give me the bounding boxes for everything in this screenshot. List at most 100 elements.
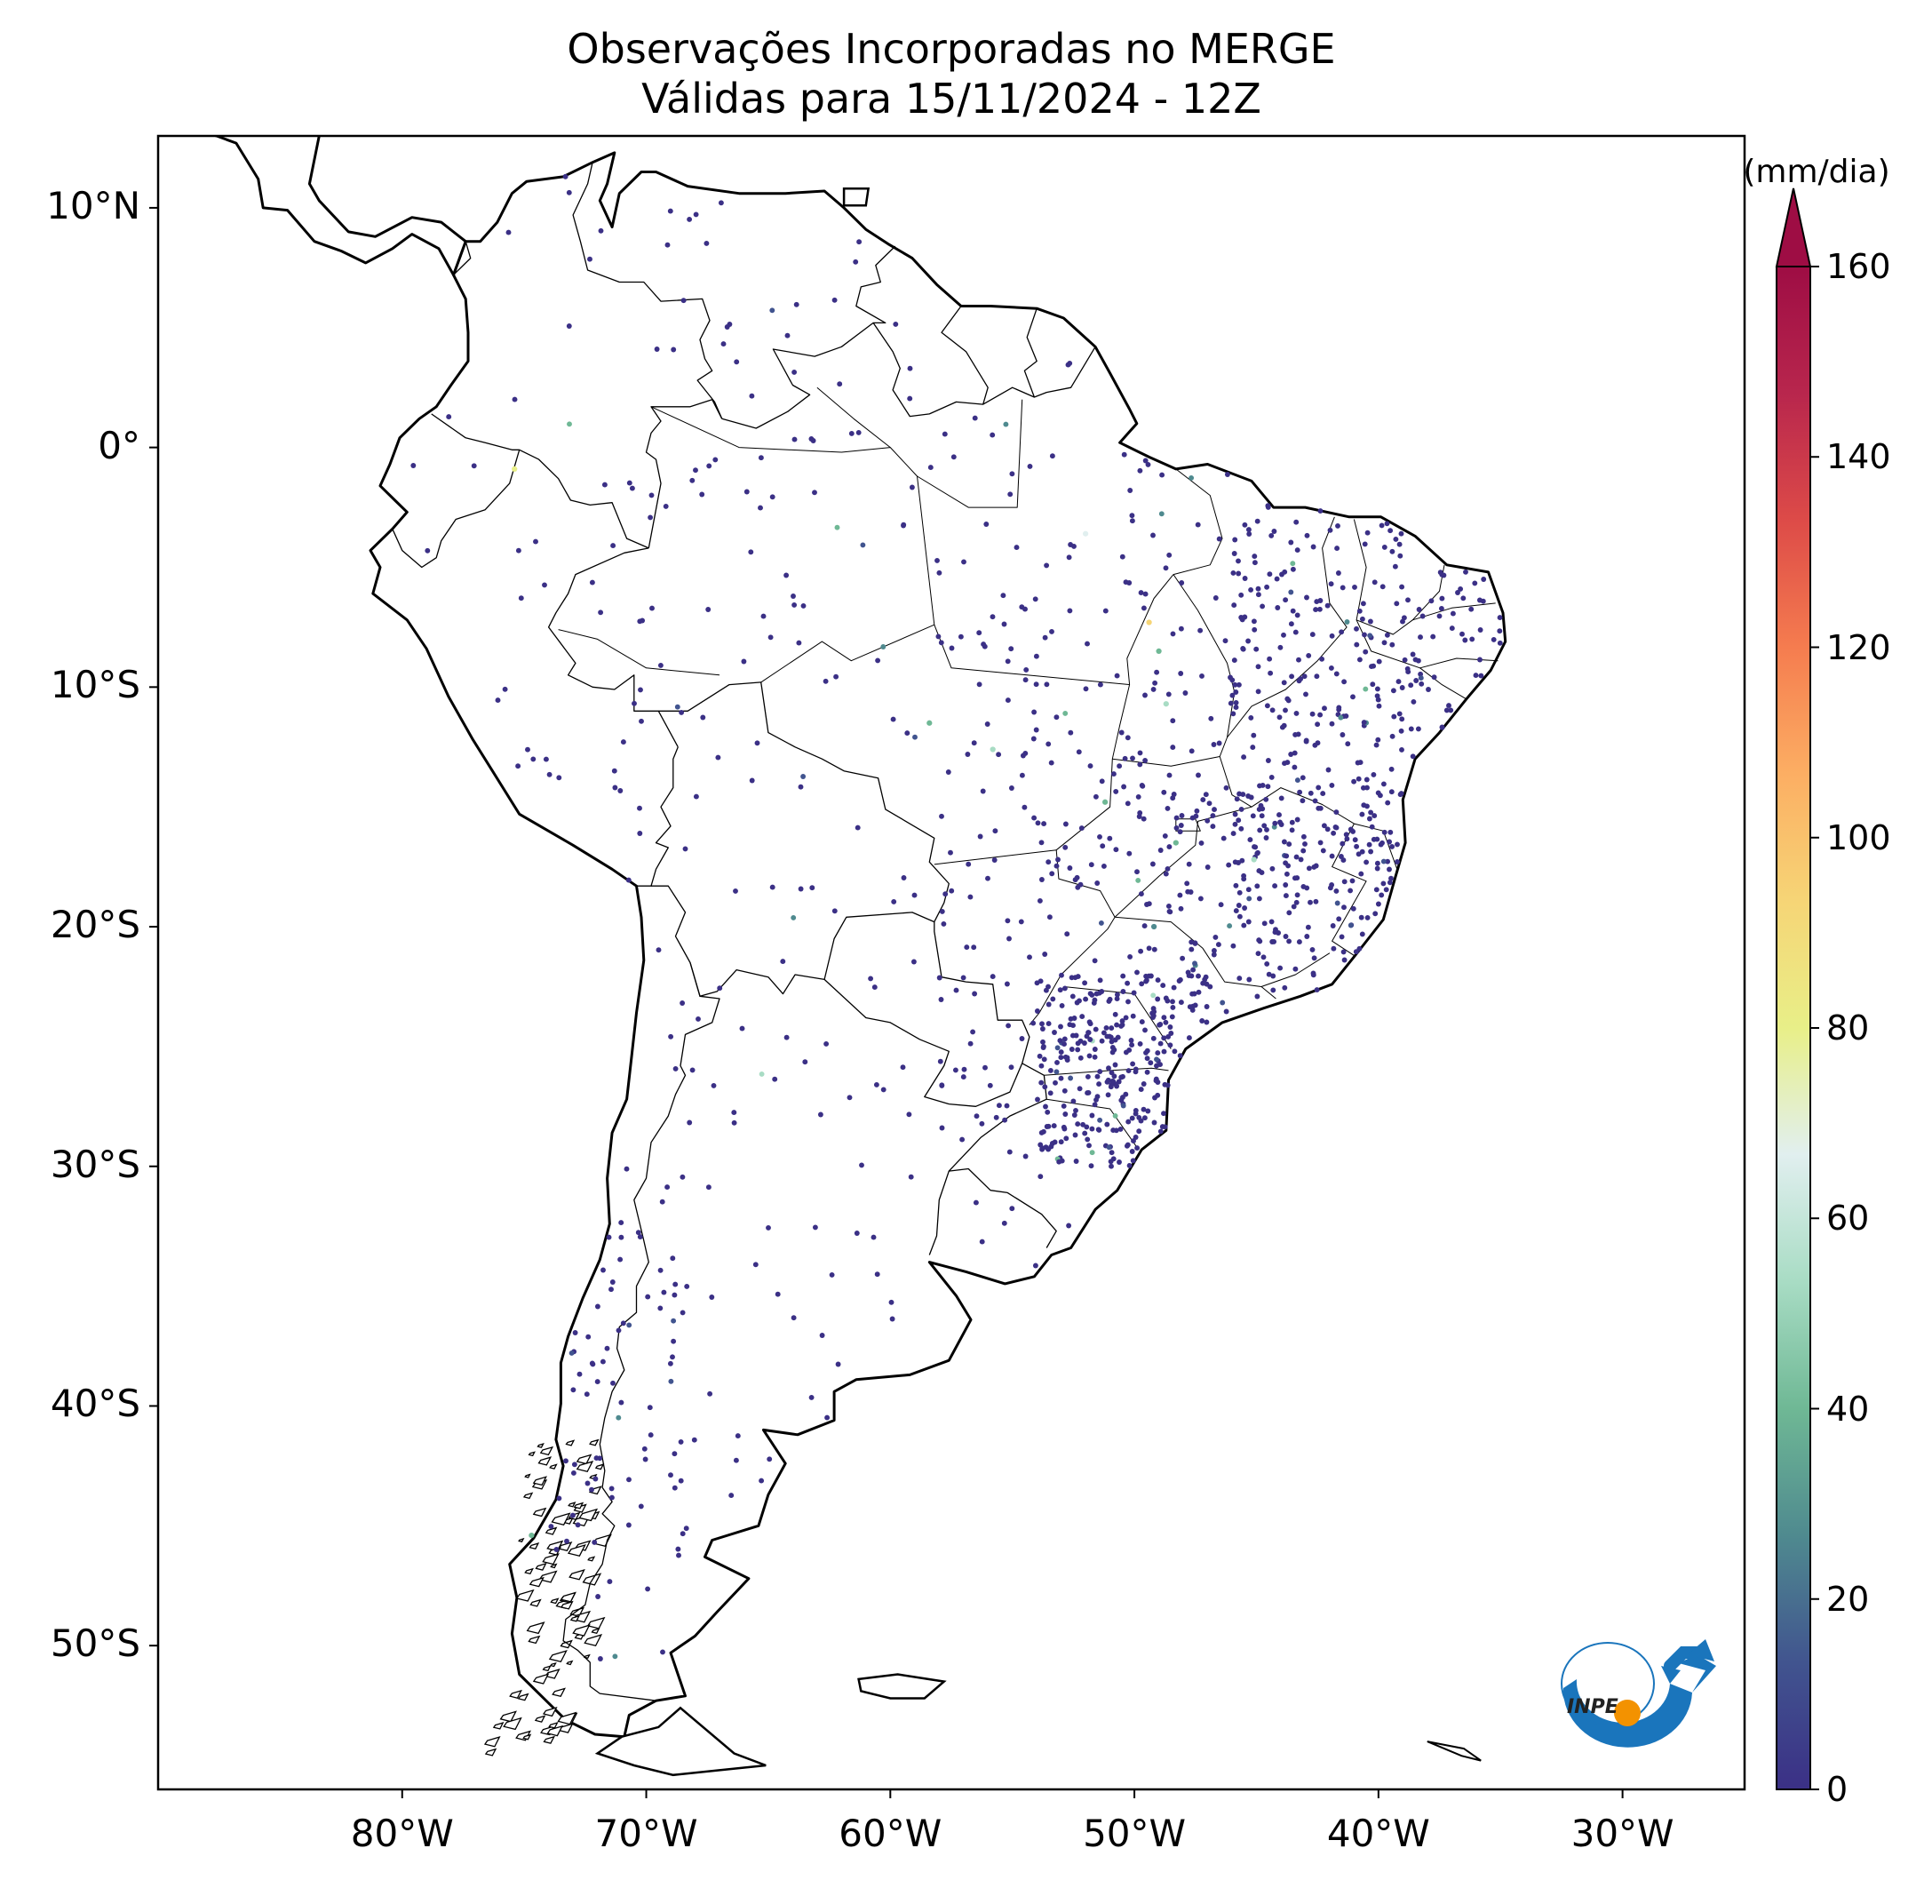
country-border — [562, 962, 720, 1701]
station-point — [1267, 571, 1273, 578]
station-point — [950, 454, 957, 460]
station-point — [868, 976, 874, 982]
station-point — [912, 734, 918, 740]
station-point — [1371, 813, 1378, 819]
station-point — [1366, 841, 1372, 848]
station-point — [672, 1281, 679, 1287]
station-point — [735, 1433, 741, 1439]
station-point — [1001, 1220, 1007, 1226]
chile-fjord-island — [565, 1439, 576, 1446]
station-point — [1115, 1034, 1121, 1040]
station-point — [1353, 949, 1359, 955]
station-point — [1275, 605, 1281, 610]
station-point — [1166, 552, 1173, 558]
station-point — [1254, 993, 1260, 1000]
station-point — [1331, 945, 1337, 952]
chile-fjord-island — [529, 1598, 542, 1607]
chile-fjord-island — [568, 1502, 576, 1508]
station-point — [1161, 1035, 1167, 1041]
station-point — [1197, 896, 1204, 902]
station-point — [1255, 592, 1261, 598]
station-point — [1252, 560, 1258, 566]
station-point — [1049, 628, 1054, 634]
station-point — [1109, 1045, 1116, 1050]
station-point — [638, 1503, 644, 1510]
station-point — [1359, 931, 1365, 937]
station-point — [1288, 539, 1294, 546]
station-point — [1324, 826, 1331, 833]
station-point — [856, 239, 863, 245]
station-point — [1281, 632, 1286, 638]
station-point — [1260, 603, 1266, 609]
station-point — [1328, 665, 1334, 671]
station-point — [1316, 805, 1322, 811]
station-point — [1069, 993, 1076, 1000]
station-point — [1038, 1079, 1045, 1086]
station-point — [1205, 817, 1211, 824]
station-point — [990, 614, 996, 620]
chile-fjord-island — [542, 1553, 560, 1565]
station-point — [1129, 1042, 1135, 1048]
station-point — [1008, 646, 1014, 652]
station-point — [1137, 810, 1143, 816]
station-point — [1376, 703, 1382, 709]
station-point — [1292, 764, 1298, 770]
station-point — [1277, 819, 1283, 825]
station-point — [546, 771, 553, 777]
station-point — [1316, 606, 1323, 612]
station-point — [672, 1292, 678, 1298]
station-point — [1391, 713, 1397, 720]
station-point — [1358, 871, 1364, 877]
station-point — [1014, 545, 1020, 551]
station-point — [1088, 1163, 1094, 1169]
station-point — [1375, 901, 1381, 907]
station-point — [1380, 858, 1387, 864]
station-point — [680, 1174, 686, 1180]
station-point — [1042, 1084, 1048, 1090]
station-point — [1212, 595, 1219, 601]
station-point — [749, 393, 755, 399]
station-point — [829, 1271, 835, 1278]
station-point — [1137, 761, 1143, 768]
station-point — [1223, 1008, 1229, 1015]
state-border — [1332, 823, 1367, 956]
station-point — [1072, 877, 1078, 883]
station-point — [717, 985, 723, 992]
station-point — [1178, 625, 1184, 632]
station-point — [1101, 799, 1109, 805]
station-point — [939, 908, 945, 914]
chile-fjord-island — [526, 1621, 545, 1635]
station-point — [1110, 1156, 1117, 1162]
station-point — [1163, 565, 1169, 571]
station-point — [1304, 934, 1310, 939]
station-point — [1320, 848, 1326, 854]
station-point — [1089, 1112, 1095, 1119]
station-layer — [410, 173, 1503, 1661]
station-point — [1233, 699, 1239, 705]
station-point — [1356, 851, 1362, 857]
station-point — [1340, 857, 1347, 864]
station-point — [926, 720, 933, 726]
station-point — [1306, 652, 1312, 658]
station-point — [667, 208, 673, 214]
lon-tick-label: 70°W — [594, 1812, 698, 1855]
station-point — [767, 1456, 773, 1462]
station-point — [1071, 1016, 1077, 1021]
chile-fjord-island — [529, 1576, 545, 1588]
station-point — [1179, 813, 1185, 818]
station-point — [1037, 1053, 1043, 1059]
station-point — [966, 861, 972, 867]
station-point — [1189, 1007, 1196, 1013]
station-point — [1374, 865, 1380, 872]
station-point — [1163, 871, 1169, 877]
station-point — [823, 678, 829, 684]
station-point — [1259, 813, 1265, 819]
country-border — [823, 921, 1030, 1107]
axis-ticks — [149, 206, 1624, 1798]
station-point — [791, 594, 796, 599]
chile-fjord-island — [522, 1733, 532, 1741]
station-point — [1137, 750, 1143, 756]
station-point — [952, 1067, 958, 1073]
lon-tick-label: 60°W — [839, 1812, 942, 1855]
station-point — [1137, 467, 1143, 474]
